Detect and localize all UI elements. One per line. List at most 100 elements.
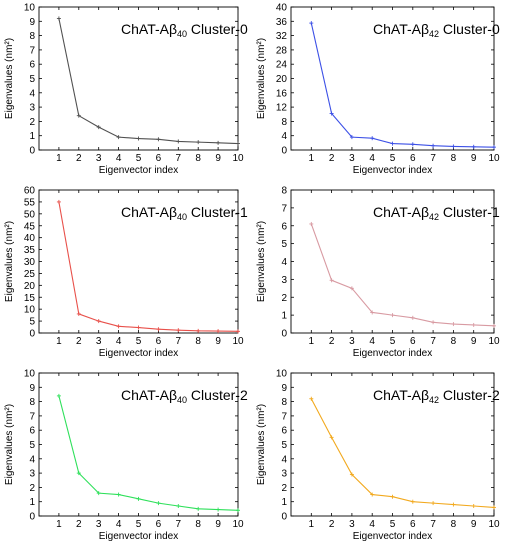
- y-tick-label: 45: [24, 221, 36, 232]
- data-point: [76, 471, 81, 476]
- data-point: [56, 199, 61, 204]
- data-point: [451, 322, 456, 327]
- x-tick-label: 3: [96, 519, 102, 530]
- y-tick-label: 8: [281, 397, 287, 408]
- x-tick-label: 5: [136, 519, 142, 530]
- data-point: [236, 508, 240, 513]
- x-tick-label: 3: [349, 336, 355, 347]
- x-tick-label: 2: [329, 336, 335, 347]
- x-axis-label: Eigenvector index: [99, 165, 179, 176]
- data-point: [471, 322, 476, 327]
- y-tick-label: 60: [24, 186, 36, 197]
- y-tick-label: 35: [24, 245, 36, 256]
- data-point: [76, 311, 81, 316]
- y-tick-label: 3: [29, 469, 35, 480]
- y-tick-label: 5: [29, 317, 35, 328]
- x-tick-label: 4: [116, 336, 122, 347]
- y-tick-label: 7: [29, 411, 35, 422]
- x-tick-label: 5: [390, 336, 396, 347]
- data-point: [370, 492, 375, 497]
- data-point: [451, 144, 456, 149]
- data-point: [349, 286, 354, 291]
- y-tick-label: 10: [24, 305, 36, 316]
- data-point: [116, 135, 121, 140]
- data-point: [309, 21, 314, 26]
- y-tick-label: 5: [281, 440, 287, 451]
- data-point: [196, 328, 201, 333]
- data-point: [370, 310, 375, 315]
- panel-title: ChAT-Aβ42 Cluster-0: [373, 21, 500, 39]
- data-point: [471, 503, 476, 508]
- data-point: [76, 113, 81, 118]
- data-point: [390, 494, 395, 499]
- y-tick-label: 40: [24, 233, 36, 244]
- data-point: [196, 506, 201, 511]
- x-tick-label: 8: [195, 519, 201, 530]
- x-tick-label: 8: [195, 336, 201, 347]
- y-tick-label: 20: [276, 74, 288, 85]
- y-tick-label: 8: [29, 397, 35, 408]
- y-tick-label: 0: [281, 146, 287, 157]
- y-axis-label: Eigenvalues (nm²): [256, 221, 267, 302]
- y-tick-label: 10: [24, 3, 36, 14]
- data-point: [329, 111, 334, 116]
- x-tick-label: 6: [410, 519, 416, 530]
- y-tick-label: 4: [281, 454, 287, 465]
- data-point: [176, 503, 181, 508]
- data-point: [136, 496, 141, 501]
- y-tick-label: 40: [276, 3, 288, 14]
- y-tick-label: 55: [24, 197, 36, 208]
- y-tick-label: 6: [281, 221, 287, 232]
- x-tick-label: 2: [76, 519, 82, 530]
- x-tick-label: 8: [451, 153, 457, 164]
- data-point: [136, 325, 141, 330]
- y-tick-label: 3: [281, 469, 287, 480]
- y-tick-label: 1: [29, 497, 35, 508]
- y-tick-label: 5: [281, 239, 287, 250]
- y-tick-label: 0: [281, 329, 287, 340]
- data-point: [116, 492, 121, 497]
- x-tick-label: 6: [156, 153, 162, 164]
- x-tick-label: 7: [176, 153, 182, 164]
- x-tick-label: 10: [232, 336, 244, 347]
- series-line: [310, 398, 495, 508]
- y-tick-label: 6: [281, 426, 287, 437]
- y-tick-label: 25: [24, 269, 36, 280]
- y-tick-label: 16: [276, 88, 288, 99]
- data-point: [116, 324, 121, 329]
- y-tick-label: 10: [276, 369, 288, 380]
- series-line: [310, 223, 495, 327]
- y-axis-label: Eigenvalues (nm²): [256, 404, 267, 485]
- y-tick-label: 7: [281, 203, 287, 214]
- y-tick-label: 1: [281, 497, 287, 508]
- x-tick-label: 2: [329, 153, 335, 164]
- x-tick-label: 6: [410, 153, 416, 164]
- data-point: [431, 501, 436, 506]
- y-tick-label: 6: [29, 426, 35, 437]
- data-point: [216, 507, 221, 512]
- data-point: [431, 320, 436, 325]
- y-axis-label: Eigenvalues (nm²): [4, 38, 15, 119]
- x-tick-label: 5: [390, 153, 396, 164]
- data-point: [216, 140, 221, 145]
- x-tick-label: 9: [471, 153, 477, 164]
- data-point: [96, 125, 101, 130]
- x-tick-label: 8: [451, 519, 457, 530]
- chart-panel-1: 1 2 3 4 5 6 7 8 9 100481216202428323640Eigenvecto…: [256, 3, 500, 177]
- x-tick-label: 5: [136, 336, 142, 347]
- data-point: [431, 143, 436, 148]
- x-tick-label: 5: [390, 519, 396, 530]
- x-tick-label: 7: [430, 153, 436, 164]
- x-tick-label: 1: [309, 519, 315, 530]
- y-tick-label: 9: [281, 383, 287, 394]
- data-point: [96, 491, 101, 496]
- x-tick-label: 10: [488, 153, 500, 164]
- x-axis-label: Eigenvector index: [99, 531, 179, 542]
- data-point: [309, 221, 314, 226]
- x-tick-label: 1: [56, 153, 62, 164]
- data-point: [136, 136, 141, 141]
- x-tick-label: 6: [156, 519, 162, 530]
- y-tick-label: 4: [281, 131, 287, 142]
- x-tick-label: 7: [430, 519, 436, 530]
- y-tick-label: 9: [29, 17, 35, 28]
